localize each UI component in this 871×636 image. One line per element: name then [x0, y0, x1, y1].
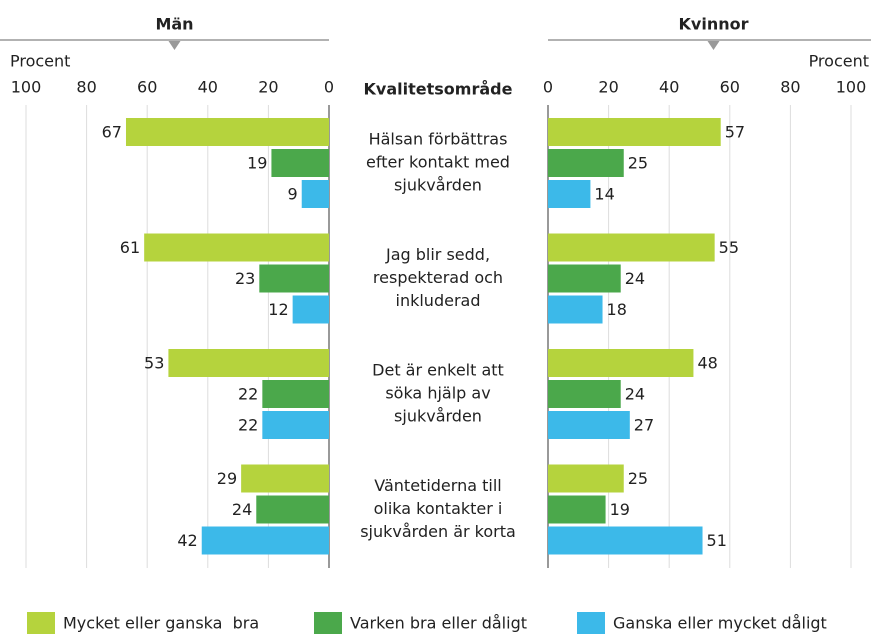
- category-label: respekterad och: [373, 268, 503, 287]
- data-label: 61: [120, 238, 140, 257]
- category-label: Det är enkelt att: [372, 361, 504, 380]
- category-label: Jag blir sedd,: [385, 245, 490, 264]
- data-label: 12: [268, 300, 288, 319]
- category-label: Väntetiderna till: [374, 476, 501, 495]
- category-label: söka hjälp av: [385, 384, 490, 403]
- data-label: 53: [144, 354, 164, 373]
- data-label: 19: [610, 500, 630, 519]
- data-label: 48: [697, 354, 717, 373]
- category-title: Kvalitetsområde: [364, 80, 513, 99]
- category-label: olika kontakter i: [374, 499, 503, 518]
- bar: [548, 495, 606, 524]
- category-label: inkluderad: [396, 291, 481, 310]
- axis-label: Procent: [809, 52, 869, 71]
- bar: [168, 349, 329, 377]
- bar: [256, 495, 329, 524]
- data-label: 18: [607, 300, 627, 319]
- bar: [259, 264, 329, 293]
- bar: [548, 380, 621, 408]
- panel-title: Män: [155, 15, 193, 34]
- bar: [144, 233, 329, 262]
- bar: [262, 411, 329, 439]
- legend-swatch: [314, 612, 342, 634]
- axis-label: Procent: [10, 52, 70, 71]
- data-label: 24: [625, 269, 645, 288]
- legend-label: Mycket eller ganska bra: [63, 614, 259, 633]
- x-tick-label: 0: [324, 78, 334, 97]
- data-label: 24: [232, 500, 252, 519]
- data-label: 29: [217, 469, 237, 488]
- bar: [548, 233, 715, 262]
- bar: [241, 464, 329, 493]
- bar: [548, 118, 721, 146]
- data-label: 55: [719, 238, 739, 257]
- data-label: 42: [177, 531, 197, 550]
- category-label: sjukvården är korta: [360, 522, 516, 541]
- x-tick-label: 100: [11, 78, 42, 97]
- x-tick-label: 20: [598, 78, 618, 97]
- x-tick-label: 0: [543, 78, 553, 97]
- x-tick-label: 40: [659, 78, 679, 97]
- data-label: 19: [247, 154, 267, 173]
- category-label: efter kontakt med: [366, 153, 510, 172]
- x-tick-label: 100: [836, 78, 867, 97]
- bar: [292, 295, 329, 324]
- data-label: 25: [628, 154, 648, 173]
- bar: [548, 149, 624, 177]
- category-label: Hälsan förbättras: [369, 130, 508, 149]
- category-label: sjukvården: [394, 176, 482, 195]
- x-tick-label: 40: [198, 78, 218, 97]
- legend-label: Varken bra eller dåligt: [350, 614, 527, 633]
- bar: [548, 526, 703, 555]
- bar: [548, 180, 591, 208]
- data-label: 22: [238, 416, 258, 435]
- bar: [201, 526, 329, 555]
- title-pointer: [707, 41, 720, 50]
- data-label: 67: [102, 123, 122, 142]
- data-label: 57: [725, 123, 745, 142]
- bar: [262, 380, 329, 408]
- data-label: 9: [288, 185, 298, 204]
- legend-label: Ganska eller mycket dåligt: [613, 614, 827, 633]
- legend-swatch: [27, 612, 55, 634]
- bar: [548, 464, 624, 493]
- x-tick-label: 20: [258, 78, 278, 97]
- x-tick-label: 60: [137, 78, 157, 97]
- data-label: 51: [707, 531, 727, 550]
- bar: [548, 295, 603, 324]
- bar: [548, 411, 630, 439]
- legend-swatch: [577, 612, 605, 634]
- data-label: 23: [235, 269, 255, 288]
- bar: [301, 180, 329, 208]
- title-pointer: [168, 41, 181, 50]
- data-label: 22: [238, 385, 258, 404]
- x-tick-label: 80: [76, 78, 96, 97]
- x-tick-label: 60: [720, 78, 740, 97]
- data-label: 24: [625, 385, 645, 404]
- panel-title: Kvinnor: [679, 15, 749, 34]
- data-label: 14: [594, 185, 614, 204]
- data-label: 27: [634, 416, 654, 435]
- bar: [125, 118, 330, 146]
- x-tick-label: 80: [780, 78, 800, 97]
- bar: [271, 149, 329, 177]
- data-label: 25: [628, 469, 648, 488]
- bar: [548, 264, 621, 293]
- category-label: sjukvården: [394, 407, 482, 426]
- bar: [548, 349, 694, 377]
